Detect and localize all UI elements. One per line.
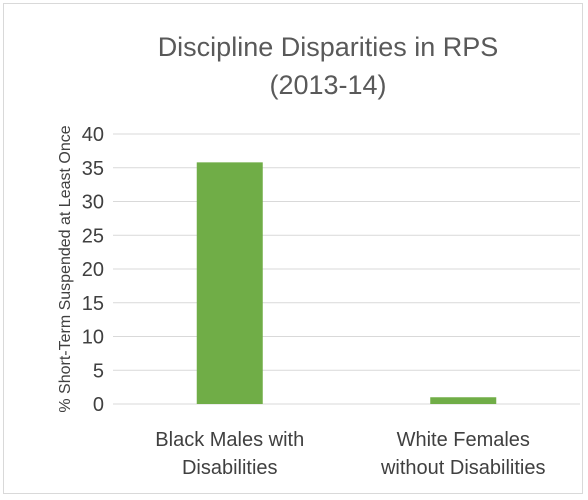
chart-title: Discipline Disparities in RPS (2013-14)	[158, 32, 499, 100]
y-axis-label: % Short-Term Suspended at Least Once	[57, 125, 74, 412]
y-tick-label: 30	[82, 192, 104, 214]
y-tick-label: 40	[82, 124, 104, 146]
category-label-1-line-2: Disabilities	[182, 457, 278, 479]
category-labels: Black Males with Disabilities White Female…	[155, 429, 545, 479]
chart-title-line-2: (2013-14)	[269, 70, 386, 100]
gridlines	[113, 133, 580, 405]
y-axis-ticks: 0 5 10 15 20 25 30 35 40	[82, 124, 104, 416]
y-tick-label: 5	[93, 360, 104, 382]
y-tick-label: 0	[93, 394, 104, 416]
y-tick-label: 25	[82, 225, 104, 247]
category-label-2-line-1: White Females	[397, 429, 530, 451]
category-label-1-line-1: Black Males with	[155, 429, 304, 451]
bar-1	[196, 162, 263, 404]
chart-frame	[3, 3, 583, 494]
bar-2	[430, 397, 497, 404]
bars	[196, 162, 497, 404]
y-tick-label: 15	[82, 293, 104, 315]
chart-title-line-1: Discipline Disparities in RPS	[158, 32, 499, 62]
y-tick-label: 10	[82, 327, 104, 349]
y-tick-label: 35	[82, 158, 104, 180]
category-label-2-line-2: without Disabilities	[380, 457, 546, 479]
y-tick-label: 20	[82, 259, 104, 281]
